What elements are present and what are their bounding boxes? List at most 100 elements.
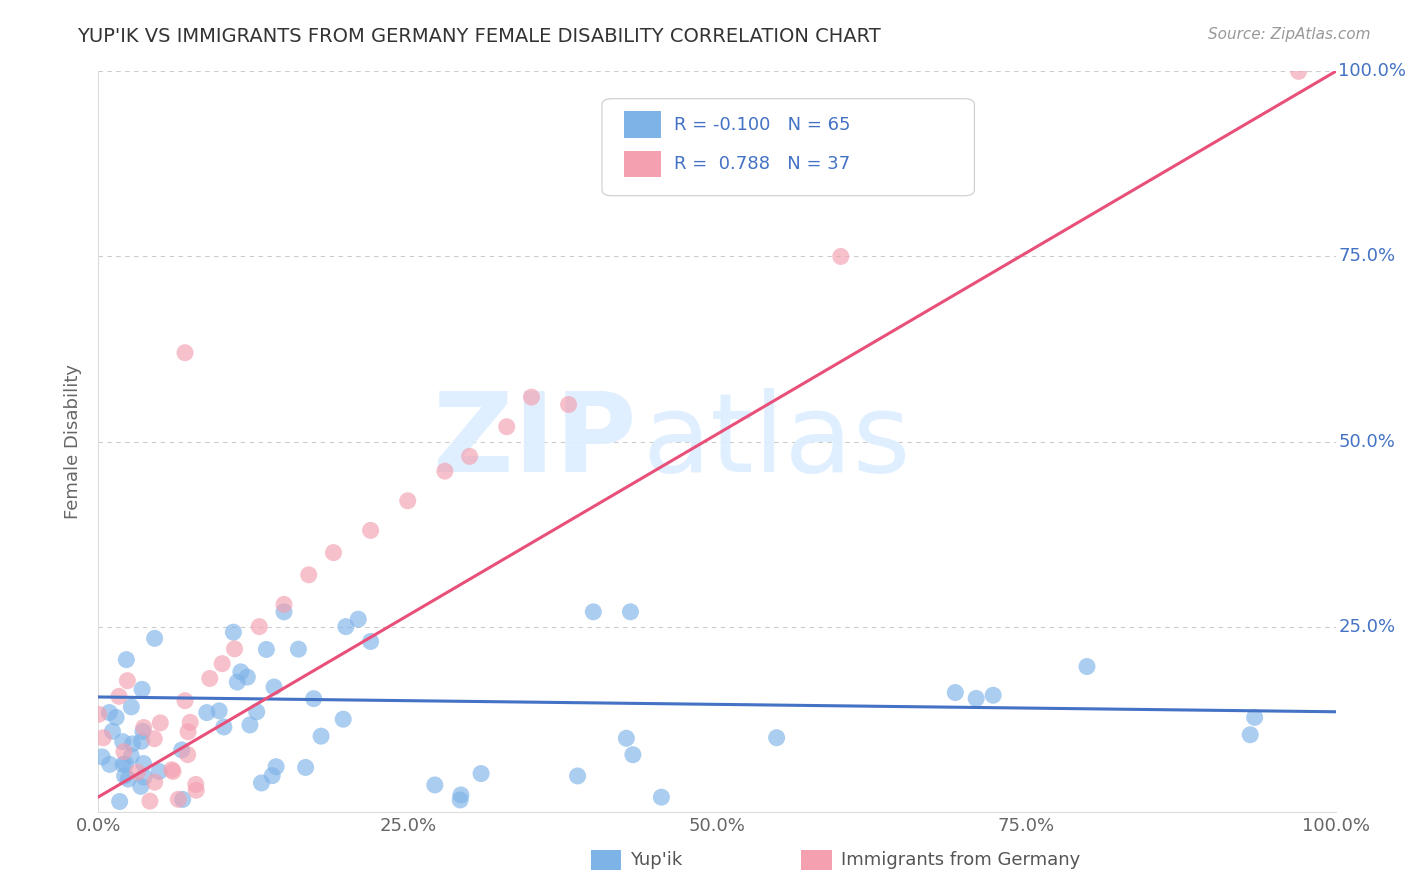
Point [229,665,252,679]
Point [273,598,295,612]
Text: Immigrants from Germany: Immigrants from Germany [841,851,1080,869]
Point [236,670,259,684]
Point [360,524,382,538]
Text: R =  0.788   N = 37: R = 0.788 N = 37 [673,155,851,173]
Text: YUP'IK VS IMMIGRANTS FROM GERMANY FEMALE DISABILITY CORRELATION CHART: YUP'IK VS IMMIGRANTS FROM GERMANY FEMALE… [77,27,882,45]
Point [177,724,200,739]
Point [981,688,1004,702]
Text: Yup'ik: Yup'ik [630,851,682,869]
Point [162,764,184,779]
Point [176,747,198,762]
Point [115,652,138,666]
Point [360,634,382,648]
Point [650,790,672,805]
Point [423,778,446,792]
Point [108,690,131,704]
Text: 25.0%: 25.0% [1339,617,1395,636]
Point [557,398,579,412]
Point [131,734,153,748]
Point [298,567,321,582]
Point [170,743,193,757]
Point [520,390,543,404]
Point [250,776,273,790]
Point [247,619,270,633]
Point [1239,728,1261,742]
Point [212,720,235,734]
Point [449,793,471,807]
Point [120,749,142,764]
Point [226,675,249,690]
Point [614,731,637,746]
Point [470,766,492,780]
Point [239,718,262,732]
Point [98,706,121,720]
Text: R = -0.100   N = 65: R = -0.100 N = 65 [673,116,851,134]
Point [179,715,201,730]
Point [114,769,136,783]
Point [112,745,135,759]
Point [132,770,155,784]
Point [208,704,231,718]
Point [174,345,197,359]
Point [567,769,589,783]
Point [167,792,190,806]
Point [495,419,517,434]
Point [765,731,787,745]
Point [132,721,155,735]
Point [87,707,110,722]
Point [1076,659,1098,673]
Point [132,724,155,739]
Point [195,706,218,720]
Point [198,672,221,686]
Point [105,710,128,724]
Point [117,673,139,688]
Point [108,795,131,809]
Point [264,760,287,774]
FancyBboxPatch shape [602,99,974,195]
Point [273,605,295,619]
Point [222,625,245,640]
Point [582,605,605,619]
Point [621,747,644,762]
Point [98,757,121,772]
Text: 75.0%: 75.0% [1339,247,1395,266]
Point [91,750,114,764]
Point [132,756,155,771]
Point [322,546,344,560]
Point [148,764,170,779]
Point [302,691,325,706]
Point [309,729,332,743]
Point [117,772,139,786]
Point [433,464,456,478]
Point [224,641,246,656]
Point [114,756,136,771]
Point [101,724,124,739]
Point [121,737,143,751]
FancyBboxPatch shape [624,151,661,178]
Point [172,792,194,806]
Y-axis label: Female Disability: Female Disability [65,364,83,519]
Point [396,493,419,508]
Point [160,763,183,777]
Point [131,682,153,697]
Point [347,612,370,626]
Point [262,769,284,783]
FancyBboxPatch shape [624,112,661,138]
Point [111,734,134,748]
Point [91,731,114,745]
Text: atlas: atlas [643,388,911,495]
Point [294,760,316,774]
Point [1243,710,1265,724]
Point [1288,64,1310,78]
Text: ZIP: ZIP [433,388,637,495]
Point [129,780,152,794]
Point [246,705,269,719]
Point [450,788,472,802]
Point [263,680,285,694]
Point [143,775,166,789]
Point [254,642,277,657]
Point [139,794,162,808]
Text: Source: ZipAtlas.com: Source: ZipAtlas.com [1208,27,1371,42]
Point [287,642,309,657]
Point [332,712,354,726]
